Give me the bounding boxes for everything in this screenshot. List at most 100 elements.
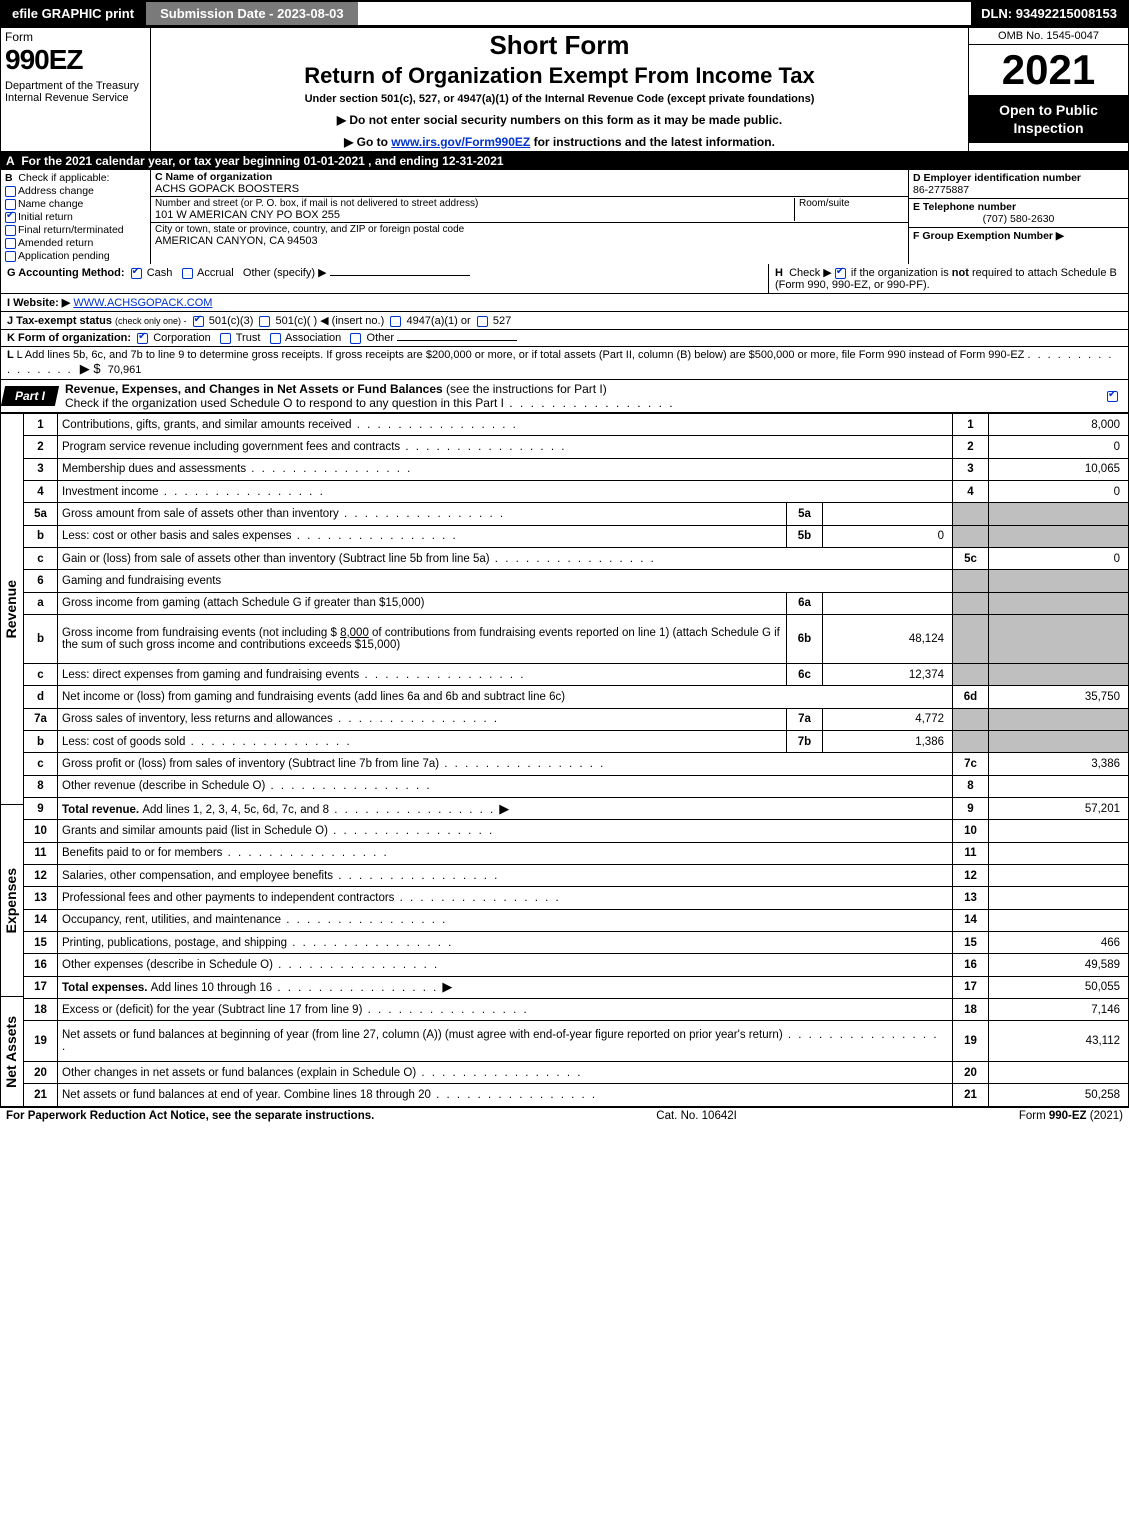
chk-name-change[interactable]: Name change bbox=[5, 198, 146, 210]
h-not: not bbox=[952, 267, 969, 279]
h-check-label: Check ▶ bbox=[789, 267, 832, 279]
chk-other-org[interactable] bbox=[350, 333, 361, 344]
submission-date-label: Submission Date - bbox=[160, 6, 277, 21]
line-8: 8Other revenue (describe in Schedule O)8 bbox=[24, 775, 1129, 797]
line-4: 4Investment income40 bbox=[24, 481, 1129, 503]
part1-sub: (see the instructions for Part I) bbox=[446, 382, 607, 396]
line-13: 13Professional fees and other payments t… bbox=[24, 887, 1129, 909]
other-specify-blank[interactable] bbox=[330, 275, 470, 276]
org-name-row: C Name of organization ACHS GOPACK BOOST… bbox=[151, 170, 908, 197]
short-form-title: Short Form bbox=[155, 30, 964, 61]
right-column: OMB No. 1545-0047 2021 Open to Public In… bbox=[969, 28, 1129, 152]
d-ein: D Employer identification number 86-2775… bbox=[909, 170, 1128, 199]
part1-schedule-o-check[interactable] bbox=[1107, 389, 1128, 403]
footer-left: For Paperwork Reduction Act Notice, see … bbox=[6, 1110, 374, 1122]
opt-accrual: Accrual bbox=[197, 267, 234, 279]
6b-fill: 8,000 bbox=[340, 627, 369, 639]
city-label: City or town, state or province, country… bbox=[155, 224, 904, 235]
submission-date-value: 2023-08-03 bbox=[277, 6, 344, 21]
chk-address-change[interactable]: Address change bbox=[5, 185, 146, 197]
form-id-cell: Form 990EZ Department of the Treasury In… bbox=[1, 28, 151, 152]
chk-501c3[interactable] bbox=[193, 316, 204, 327]
chk-initial-return[interactable]: Initial return bbox=[5, 211, 146, 223]
d-label: D Employer identification number bbox=[913, 172, 1081, 184]
chk-corporation[interactable] bbox=[137, 333, 148, 344]
vlabel-column: Revenue Expenses Net Assets bbox=[0, 413, 23, 1107]
line-21: 21Net assets or fund balances at end of … bbox=[24, 1084, 1129, 1107]
opt-527: 527 bbox=[493, 315, 511, 327]
chk-501c[interactable] bbox=[259, 316, 270, 327]
page-footer: For Paperwork Reduction Act Notice, see … bbox=[0, 1107, 1129, 1124]
line-11: 11Benefits paid to or for members11 bbox=[24, 842, 1129, 864]
row-l-gross-receipts: L L Add lines 5b, 6c, and 7b to line 9 t… bbox=[0, 347, 1129, 380]
line-9: 9Total revenue. Add lines 1, 2, 3, 4, 5c… bbox=[24, 797, 1129, 819]
footer-right: Form 990-EZ (2021) bbox=[1019, 1110, 1123, 1122]
dln-label: DLN: bbox=[981, 6, 1016, 21]
line-6a: aGross income from gaming (attach Schedu… bbox=[24, 592, 1129, 614]
opt-other: Other (specify) ▶ bbox=[243, 267, 327, 279]
addr-label: Number and street (or P. O. box, if mail… bbox=[155, 198, 794, 209]
g-accounting: G Accounting Method: Cash Accrual Other … bbox=[1, 264, 768, 293]
chk-4947[interactable] bbox=[390, 316, 401, 327]
goto-post: for instructions and the latest informat… bbox=[530, 135, 775, 149]
other-org-blank[interactable] bbox=[397, 340, 517, 341]
omb-number: OMB No. 1545-0047 bbox=[969, 28, 1128, 45]
footer-cat-no: Cat. No. 10642I bbox=[656, 1110, 737, 1122]
vlabel-revenue: Revenue bbox=[1, 580, 23, 638]
line-20: 20Other changes in net assets or fund ba… bbox=[24, 1062, 1129, 1084]
line-17: 17Total expenses. Add lines 10 through 1… bbox=[24, 976, 1129, 998]
line-2: 2Program service revenue including gover… bbox=[24, 436, 1129, 458]
ssn-warning: ▶ Do not enter social security numbers o… bbox=[155, 113, 964, 127]
gross-receipts-value: 70,961 bbox=[108, 364, 142, 376]
row-g-h: G Accounting Method: Cash Accrual Other … bbox=[0, 264, 1129, 294]
opt-assoc: Association bbox=[285, 332, 341, 344]
spacer bbox=[358, 2, 971, 25]
line-5a: 5aGross amount from sale of assets other… bbox=[24, 503, 1129, 525]
tax-year: 2021 bbox=[969, 45, 1128, 95]
part1-header: Part I Revenue, Expenses, and Changes in… bbox=[0, 380, 1129, 413]
chk-527[interactable] bbox=[477, 316, 488, 327]
opt-4947: 4947(a)(1) or bbox=[406, 315, 470, 327]
col-b-checkboxes: B Check if applicable: Address change Na… bbox=[1, 170, 151, 264]
row-i-website: I Website: ▶ WWW.ACHSGOPACK.COM bbox=[0, 294, 1129, 312]
chk-accrual[interactable] bbox=[182, 268, 193, 279]
org-address: 101 W AMERICAN CNY PO BOX 255 bbox=[155, 209, 794, 221]
opt-trust: Trust bbox=[236, 332, 261, 344]
return-title: Return of Organization Exempt From Incom… bbox=[155, 63, 964, 89]
org-city: AMERICAN CANYON, CA 94503 bbox=[155, 235, 904, 247]
chk-schedule-b[interactable] bbox=[835, 268, 846, 279]
dept-label: Department of the Treasury Internal Reve… bbox=[5, 80, 146, 104]
col-c-org-info: C Name of organization ACHS GOPACK BOOST… bbox=[151, 170, 908, 264]
chk-trust[interactable] bbox=[220, 333, 231, 344]
line-3: 3Membership dues and assessments310,065 bbox=[24, 458, 1129, 480]
line-19: 19Net assets or fund balances at beginni… bbox=[24, 1021, 1129, 1062]
ein-value: 86-2775887 bbox=[913, 184, 969, 196]
chk-association[interactable] bbox=[270, 333, 281, 344]
website-link[interactable]: WWW.ACHSGOPACK.COM bbox=[73, 297, 212, 309]
line-12: 12Salaries, other compensation, and empl… bbox=[24, 864, 1129, 886]
org-addr-row: Number and street (or P. O. box, if mail… bbox=[151, 197, 908, 223]
line-16: 16Other expenses (describe in Schedule O… bbox=[24, 954, 1129, 976]
row-j-tax-status: J Tax-exempt status (check only one) - 5… bbox=[0, 312, 1129, 330]
efile-print-label[interactable]: efile GRAPHIC print bbox=[2, 2, 144, 25]
line-5c: cGain or (loss) from sale of assets othe… bbox=[24, 548, 1129, 570]
under-section: Under section 501(c), 527, or 4947(a)(1)… bbox=[155, 93, 964, 105]
l-arrow: ▶ $ bbox=[80, 361, 101, 376]
chk-amended-return[interactable]: Amended return bbox=[5, 237, 146, 249]
e-label: E Telephone number bbox=[913, 201, 1016, 213]
f-label: F Group Exemption Number ▶ bbox=[913, 230, 1064, 242]
form-header-table: Form 990EZ Department of the Treasury In… bbox=[0, 27, 1129, 152]
title-cell: Short Form Return of Organization Exempt… bbox=[151, 28, 969, 152]
chk-application-pending[interactable]: Application pending bbox=[5, 250, 146, 262]
chk-final-return[interactable]: Final return/terminated bbox=[5, 224, 146, 236]
b-heading: Check if applicable: bbox=[18, 172, 109, 184]
form-word: Form bbox=[5, 30, 146, 44]
h-schedule-b: H Check ▶ if the organization is not req… bbox=[768, 264, 1128, 293]
part1-subline: Check if the organization used Schedule … bbox=[65, 396, 504, 410]
chk-cash[interactable] bbox=[131, 268, 142, 279]
goto-pre: ▶ Go to bbox=[344, 135, 391, 149]
line-6c: cLess: direct expenses from gaming and f… bbox=[24, 663, 1129, 685]
irs-link[interactable]: www.irs.gov/Form990EZ bbox=[391, 135, 530, 149]
e-phone: E Telephone number (707) 580-2630 bbox=[909, 199, 1128, 228]
opt-other-org: Other bbox=[367, 332, 395, 344]
